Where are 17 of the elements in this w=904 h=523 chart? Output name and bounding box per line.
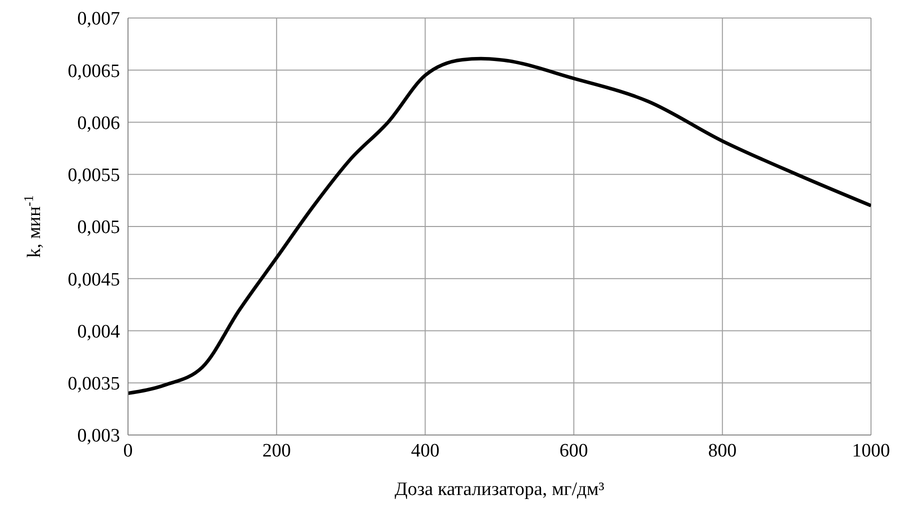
x-tick-label: 800 <box>708 440 737 462</box>
y-tick-label: 0,0055 <box>68 165 120 186</box>
x-tick-label: 400 <box>410 440 440 462</box>
y-tick-label: 0,006 <box>77 112 120 134</box>
y-tick-label: 0,0045 <box>68 269 120 290</box>
y-tick-label: 0,007 <box>77 8 120 30</box>
x-tick-label: 200 <box>262 440 291 462</box>
x-tick-label: 1000 <box>852 440 890 462</box>
x-axis-title: Доза катализатора, мг/дм³ <box>394 479 605 500</box>
y-tick-label: 0,0035 <box>68 374 120 395</box>
y-tick-label: 0,0065 <box>68 60 120 82</box>
y-tick-label: 0,005 <box>77 217 120 238</box>
x-tick-label: 600 <box>560 440 588 462</box>
line-series <box>128 56 871 396</box>
y-tick-label: 0,004 <box>77 321 120 342</box>
x-tick-label: 0 <box>123 440 133 462</box>
y-tick-label: 0,003 <box>77 426 120 447</box>
